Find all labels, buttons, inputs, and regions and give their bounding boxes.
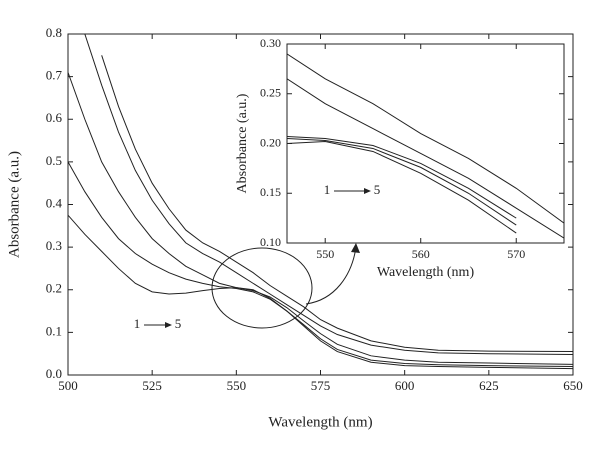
- y-tick-label: 0.30: [260, 36, 281, 50]
- highlight-ellipse: [211, 247, 313, 329]
- data-line: [287, 78, 564, 239]
- data-line: [287, 53, 564, 224]
- y-tick-label: 0.8: [46, 25, 62, 40]
- x-tick-label: 525: [142, 378, 162, 393]
- x-tick-label: 600: [395, 378, 415, 393]
- x-tick-label: 570: [507, 247, 525, 261]
- data-line: [84, 34, 573, 356]
- annotation-end: 5: [175, 316, 182, 331]
- x-axis-label: Wavelength (nm): [268, 414, 372, 430]
- inset-background: [287, 44, 564, 243]
- data-line: [68, 72, 573, 365]
- x-tick-label: 650: [563, 378, 583, 393]
- y-axis-label: Absorbance (a.u.): [235, 93, 250, 193]
- y-tick-label: 0.0: [46, 366, 62, 381]
- y-tick-label: 0.5: [46, 153, 62, 168]
- callout-arrow: [305, 246, 357, 305]
- y-tick-label: 0.15: [260, 185, 281, 199]
- y-tick-label: 0.3: [46, 238, 62, 253]
- y-tick-label: 0.2: [46, 281, 62, 296]
- x-tick-label: 500: [58, 378, 78, 393]
- annotation-arrowhead: [165, 322, 172, 328]
- data-line: [287, 138, 517, 226]
- data-line: [287, 136, 517, 219]
- y-tick-label: 0.1: [46, 323, 62, 338]
- y-tick-label: 0.4: [46, 195, 63, 210]
- y-tick-label: 0.7: [46, 68, 63, 83]
- annotation-arrowhead: [364, 188, 371, 194]
- y-tick-label: 0.6: [46, 110, 63, 125]
- data-line: [68, 161, 573, 367]
- annotation-start: 1: [324, 182, 331, 197]
- y-tick-label: 0.20: [260, 135, 281, 149]
- y-tick-label: 0.25: [260, 86, 281, 100]
- y-axis-label: Absorbance (a.u.): [6, 151, 22, 258]
- callout-arrowhead: [351, 243, 360, 253]
- x-tick-label: 550: [227, 378, 247, 393]
- data-line: [287, 141, 517, 234]
- annotation-end: 5: [374, 182, 381, 197]
- annotation-start: 1: [134, 316, 141, 331]
- y-tick-label: 0.10: [260, 235, 281, 249]
- x-tick-label: 625: [479, 378, 499, 393]
- x-tick-label: 550: [316, 247, 334, 261]
- x-axis-label: Wavelength (nm): [377, 265, 475, 280]
- x-tick-label: 560: [412, 247, 430, 261]
- data-line: [101, 55, 573, 353]
- x-tick-label: 575: [311, 378, 331, 393]
